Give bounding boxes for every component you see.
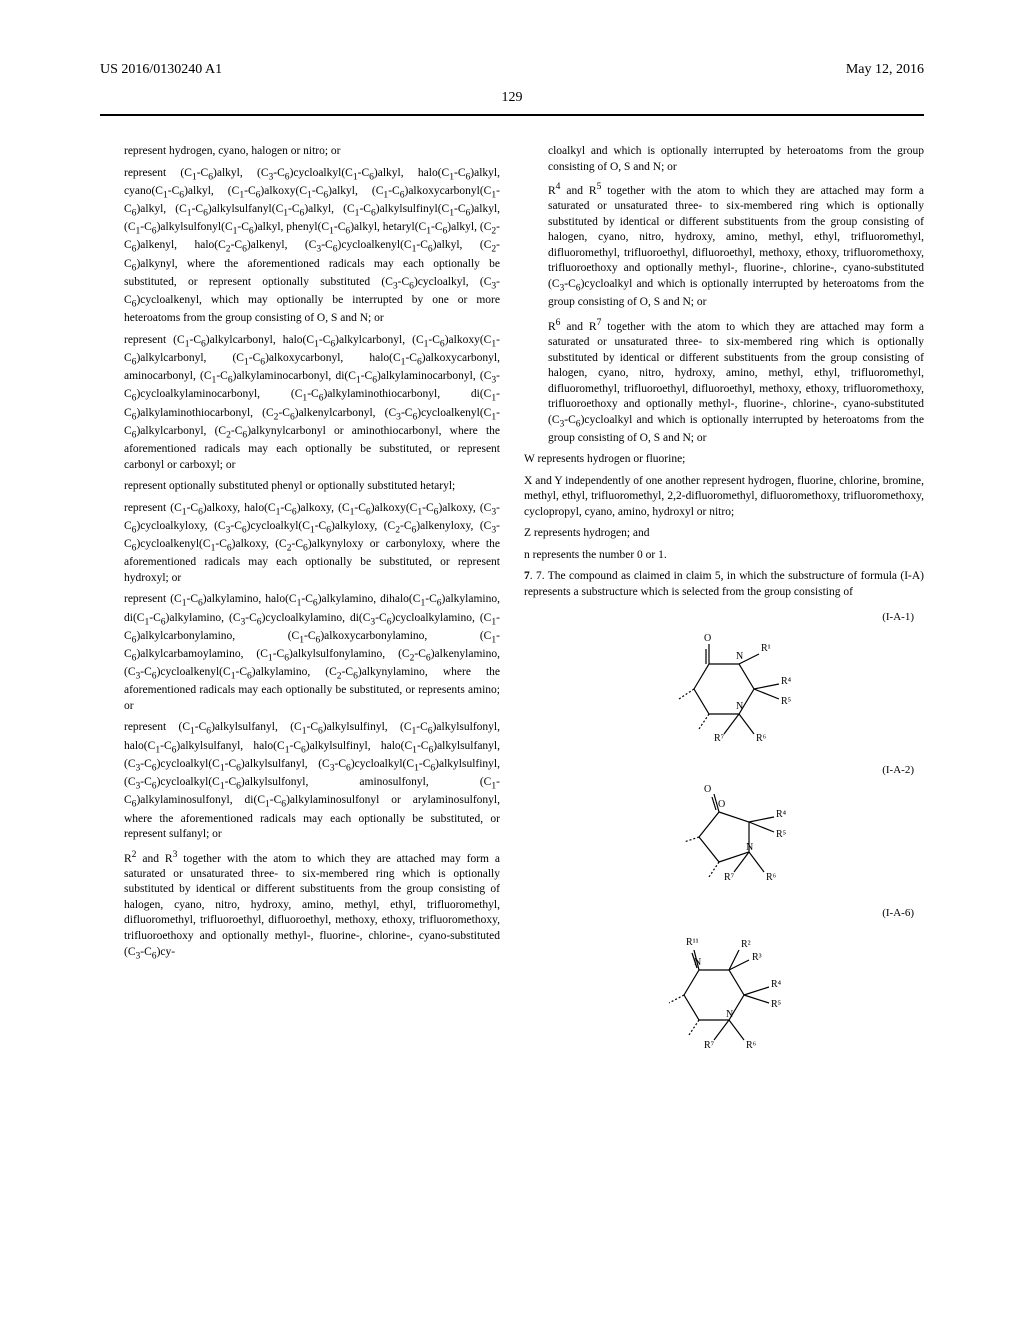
structure-label: (I-A-6) bbox=[554, 906, 924, 921]
svg-text:R³: R³ bbox=[752, 952, 762, 963]
paragraph: represent (C1-C6)alkyl, (C3-C6)cycloalky… bbox=[100, 166, 500, 327]
svg-text:R⁵: R⁵ bbox=[776, 829, 786, 840]
paragraph: represent (C1-C6)alkylsulfanyl, (C1-C6)a… bbox=[100, 720, 500, 842]
svg-text:R⁴: R⁴ bbox=[781, 676, 792, 687]
svg-text:R⁶: R⁶ bbox=[746, 1040, 757, 1051]
svg-text:N: N bbox=[726, 1009, 733, 1020]
svg-text:O: O bbox=[704, 633, 711, 644]
structure-label: (I-A-2) bbox=[554, 763, 924, 778]
publication-number: US 2016/0130240 A1 bbox=[100, 62, 222, 78]
paragraph: represent optionally substituted phenyl … bbox=[100, 479, 500, 495]
svg-text:O: O bbox=[704, 784, 711, 795]
paragraph: represent (C1-C6)alkoxy, halo(C1-C6)alko… bbox=[100, 501, 500, 587]
svg-text:R⁴: R⁴ bbox=[776, 809, 787, 820]
svg-text:N: N bbox=[746, 842, 753, 853]
paragraph: cloalkyl and which is optionally interru… bbox=[524, 144, 924, 175]
chemical-structure-ia6: N R¹¹ R² R³ R⁴ R⁵ N R⁶ R⁷ bbox=[644, 925, 834, 1075]
svg-text:O: O bbox=[718, 799, 725, 810]
right-column: cloalkyl and which is optionally interru… bbox=[524, 144, 924, 1079]
svg-text:N: N bbox=[736, 701, 743, 712]
paragraph: R6 and R7 together with the atom to whic… bbox=[524, 317, 924, 447]
svg-text:R⁵: R⁵ bbox=[771, 999, 781, 1010]
claim-number: 7 bbox=[524, 570, 530, 582]
paragraph: R2 and R3 together with the atom to whic… bbox=[100, 849, 500, 963]
svg-text:R⁷: R⁷ bbox=[704, 1040, 715, 1051]
svg-text:R²: R² bbox=[741, 939, 751, 950]
structure-block: (I-A-1) O N R¹ R⁴ R⁵ N R⁶ bbox=[524, 610, 924, 1075]
svg-text:R⁵: R⁵ bbox=[781, 696, 791, 707]
publication-date: May 12, 2016 bbox=[846, 62, 924, 78]
paragraph: Z represents hydrogen; and bbox=[524, 526, 924, 542]
svg-text:R⁴: R⁴ bbox=[771, 979, 782, 990]
page-header: US 2016/0130240 A1 May 12, 2016 bbox=[0, 0, 1024, 78]
paragraph: X and Y independently of one another rep… bbox=[524, 474, 924, 521]
svg-text:R¹¹: R¹¹ bbox=[686, 937, 699, 948]
paragraph: R4 and R5 together with the atom to whic… bbox=[524, 181, 924, 311]
svg-text:N: N bbox=[736, 651, 743, 662]
chemical-structure-ia2: O O R⁴ R⁵ N R⁶ R⁷ bbox=[654, 782, 824, 902]
left-column: represent hydrogen, cyano, halogen or ni… bbox=[100, 144, 500, 1079]
claim-text: 7. 7. The compound as claimed in claim 5… bbox=[524, 569, 924, 600]
paragraph: represent (C1-C6)alkylamino, halo(C1-C6)… bbox=[100, 592, 500, 714]
paragraph: W represents hydrogen or fluorine; bbox=[524, 452, 924, 468]
svg-text:R⁶: R⁶ bbox=[766, 872, 777, 883]
content-area: represent hydrogen, cyano, halogen or ni… bbox=[0, 116, 1024, 1079]
paragraph: represent hydrogen, cyano, halogen or ni… bbox=[100, 144, 500, 160]
svg-text:R⁷: R⁷ bbox=[714, 733, 725, 744]
svg-text:R⁶: R⁶ bbox=[756, 733, 767, 744]
svg-text:R⁷: R⁷ bbox=[724, 872, 735, 883]
claim-body: 7. The compound as claimed in claim 5, i… bbox=[524, 570, 924, 598]
structure-label: (I-A-1) bbox=[554, 610, 924, 625]
paragraph: represent (C1-C6)alkylcarbonyl, halo(C1-… bbox=[100, 333, 500, 473]
svg-text:R¹: R¹ bbox=[761, 643, 771, 654]
chemical-structure-ia1: O N R¹ R⁴ R⁵ N R⁶ R⁷ bbox=[654, 629, 824, 759]
paragraph: n represents the number 0 or 1. bbox=[524, 548, 924, 564]
page-number: 129 bbox=[0, 90, 1024, 106]
